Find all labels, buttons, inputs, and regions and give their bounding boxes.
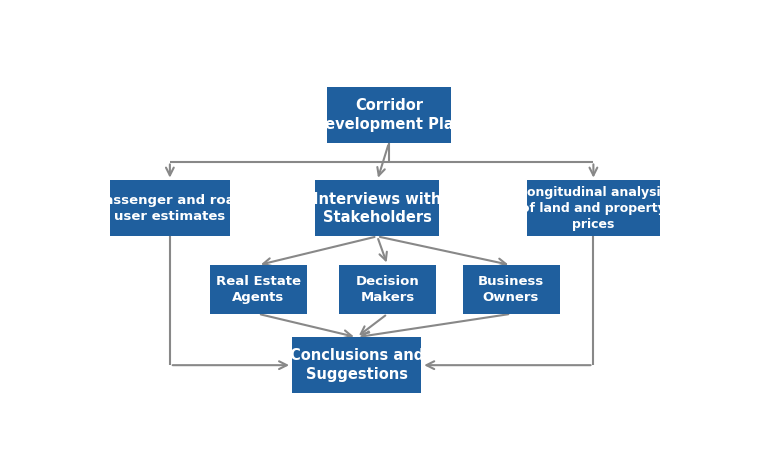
Text: Real Estate
Agents: Real Estate Agents bbox=[216, 275, 301, 304]
Text: Interviews with
Stakeholders: Interviews with Stakeholders bbox=[313, 191, 442, 225]
FancyBboxPatch shape bbox=[316, 181, 439, 236]
FancyBboxPatch shape bbox=[209, 265, 307, 314]
Text: Passenger and road
user estimates: Passenger and road user estimates bbox=[96, 194, 244, 223]
FancyBboxPatch shape bbox=[292, 337, 421, 393]
FancyBboxPatch shape bbox=[528, 181, 660, 236]
FancyBboxPatch shape bbox=[109, 181, 230, 236]
FancyBboxPatch shape bbox=[339, 265, 436, 314]
Text: Longitudinal analysis
of land and property
prices: Longitudinal analysis of land and proper… bbox=[519, 186, 668, 231]
Text: Business
Owners: Business Owners bbox=[478, 275, 544, 304]
FancyBboxPatch shape bbox=[462, 265, 559, 314]
FancyBboxPatch shape bbox=[327, 87, 451, 143]
Text: Conclusions and
Suggestions: Conclusions and Suggestions bbox=[289, 348, 424, 382]
Text: Decision
Makers: Decision Makers bbox=[356, 275, 420, 304]
Text: Corridor
Development Plan: Corridor Development Plan bbox=[313, 98, 465, 132]
